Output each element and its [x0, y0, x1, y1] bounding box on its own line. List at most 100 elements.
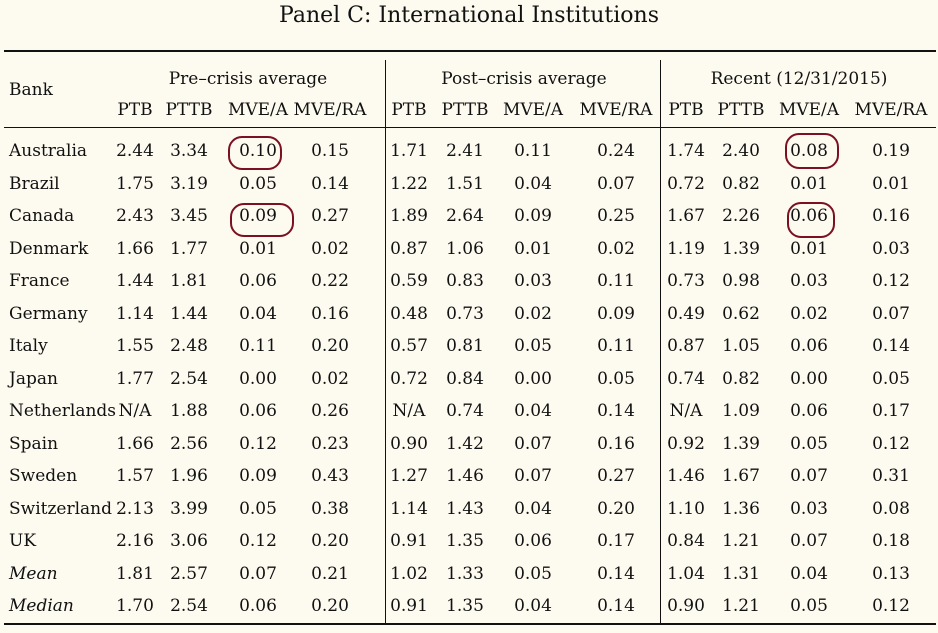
cell-post-mve-a: 0.01 [514, 239, 552, 259]
cell-pre-mve-ra: 0.22 [311, 271, 349, 291]
cell-pre-mve-a: 0.09 [239, 466, 277, 486]
cell-pre-ptb: 2.13 [116, 499, 154, 519]
cell-recent-pttb: 0.98 [722, 271, 760, 291]
cell-recent-mve-ra: 0.14 [872, 336, 910, 356]
cell-recent-ptb: 0.87 [667, 336, 705, 356]
cell-pre-mve-ra: 0.38 [311, 499, 349, 519]
cell-post-ptb: 0.91 [390, 596, 428, 616]
cell-recent-mve-ra: 0.07 [872, 304, 910, 324]
cell-post-ptb: 1.22 [390, 174, 428, 194]
cell-pre-pttb: 3.45 [170, 206, 208, 226]
cell-post-ptb: 0.90 [390, 434, 428, 454]
cell-recent-pttb: 1.09 [722, 401, 760, 421]
bank-name: Spain [9, 434, 59, 454]
cell-pre-ptb: 1.14 [116, 304, 154, 324]
cell-post-pttb: 0.84 [446, 369, 484, 389]
cell-pre-mve-a: 0.00 [239, 369, 277, 389]
cell-post-pttb: 1.33 [446, 564, 484, 584]
cell-recent-ptb: 1.10 [667, 499, 705, 519]
cell-post-mve-ra: 0.14 [597, 596, 635, 616]
column-header-pre-pttb: PTTB [165, 100, 213, 120]
cell-post-mve-a: 0.06 [514, 531, 552, 551]
cell-pre-pttb: 3.34 [170, 141, 208, 161]
cell-recent-pttb: 1.36 [722, 499, 760, 519]
cell-recent-pttb: 1.31 [722, 564, 760, 584]
cell-pre-pttb: 1.77 [170, 239, 208, 259]
column-header-recent-pttb: PTTB [717, 100, 765, 120]
cell-post-pttb: 0.81 [446, 336, 484, 356]
cell-post-mve-ra: 0.14 [597, 564, 635, 584]
cell-pre-ptb: 2.43 [116, 206, 154, 226]
cell-pre-pttb: 3.99 [170, 499, 208, 519]
column-header-post-mve-ra: MVE/RA [579, 100, 653, 120]
cell-pre-mve-ra: 0.23 [311, 434, 349, 454]
cell-pre-mve-ra: 0.26 [311, 401, 349, 421]
cell-recent-mve-a: 0.06 [790, 336, 828, 356]
cell-recent-mve-a: 0.07 [790, 466, 828, 486]
cell-post-mve-a: 0.00 [514, 369, 552, 389]
cell-pre-ptb: 1.70 [116, 596, 154, 616]
cell-pre-ptb: 1.66 [116, 434, 154, 454]
cell-recent-pttb: 2.26 [722, 206, 760, 226]
cell-recent-ptb: 0.49 [667, 304, 705, 324]
cell-post-ptb: 1.02 [390, 564, 428, 584]
cell-post-ptb: 0.87 [390, 239, 428, 259]
cell-recent-ptb: 0.92 [667, 434, 705, 454]
cell-post-mve-a: 0.11 [514, 141, 552, 161]
cell-pre-mve-a: 0.06 [239, 271, 277, 291]
cell-post-mve-a: 0.07 [514, 466, 552, 486]
cell-recent-pttb: 1.21 [722, 531, 760, 551]
cell-recent-pttb: 0.82 [722, 174, 760, 194]
cell-post-ptb: 0.72 [390, 369, 428, 389]
cell-pre-mve-a: 0.09 [239, 206, 277, 226]
cell-pre-pttb: 3.06 [170, 531, 208, 551]
cell-recent-ptb: 1.74 [667, 141, 705, 161]
cell-recent-ptb: 0.90 [667, 596, 705, 616]
cell-recent-mve-a: 0.04 [790, 564, 828, 584]
cell-recent-mve-ra: 0.08 [872, 499, 910, 519]
cell-pre-mve-a: 0.11 [239, 336, 277, 356]
cell-recent-mve-a: 0.05 [790, 434, 828, 454]
cell-recent-mve-ra: 0.16 [872, 206, 910, 226]
cell-post-pttb: 0.83 [446, 271, 484, 291]
cell-recent-mve-ra: 0.13 [872, 564, 910, 584]
cell-pre-pttb: 3.19 [170, 174, 208, 194]
cell-post-ptb: 1.27 [390, 466, 428, 486]
cell-pre-ptb: 2.44 [116, 141, 154, 161]
cell-recent-ptb: 1.67 [667, 206, 705, 226]
column-header-recent-mve-a: MVE/A [778, 100, 840, 120]
panel-title: Panel C: International Institutions [279, 3, 659, 28]
cell-recent-pttb: 1.21 [722, 596, 760, 616]
cell-recent-mve-ra: 0.12 [872, 271, 910, 291]
bank-name: UK [9, 531, 37, 551]
cell-recent-pttb: 0.82 [722, 369, 760, 389]
cell-post-mve-ra: 0.11 [597, 271, 635, 291]
cell-recent-mve-ra: 0.05 [872, 369, 910, 389]
bank-name: Switzerland [9, 499, 113, 519]
cell-post-pttb: 2.64 [446, 206, 484, 226]
cell-pre-pttb: 2.56 [170, 434, 208, 454]
cell-recent-mve-a: 0.01 [790, 239, 828, 259]
cell-post-mve-a: 0.04 [514, 596, 552, 616]
cell-pre-mve-a: 0.06 [239, 596, 277, 616]
cell-post-pttb: 1.06 [446, 239, 484, 259]
cell-pre-mve-ra: 0.43 [311, 466, 349, 486]
cell-pre-pttb: 1.81 [170, 271, 208, 291]
cell-recent-mve-ra: 0.12 [872, 596, 910, 616]
cell-recent-pttb: 2.40 [722, 141, 760, 161]
cell-post-mve-a: 0.09 [514, 206, 552, 226]
cell-pre-pttb: 2.57 [170, 564, 208, 584]
cell-post-ptb: 0.59 [390, 271, 428, 291]
bank-name: Canada [9, 206, 75, 226]
column-header-recent-ptb: PTB [668, 100, 704, 120]
cell-post-mve-a: 0.04 [514, 174, 552, 194]
cell-pre-ptb: 1.55 [116, 336, 154, 356]
bank-name: France [9, 271, 70, 291]
cell-post-mve-a: 0.07 [514, 434, 552, 454]
cell-post-mve-a: 0.02 [514, 304, 552, 324]
cell-post-ptb: 1.14 [390, 499, 428, 519]
cell-post-ptb: 0.57 [390, 336, 428, 356]
cell-recent-mve-a: 0.05 [790, 596, 828, 616]
cell-recent-pttb: 1.39 [722, 239, 760, 259]
cell-recent-mve-ra: 0.03 [872, 239, 910, 259]
